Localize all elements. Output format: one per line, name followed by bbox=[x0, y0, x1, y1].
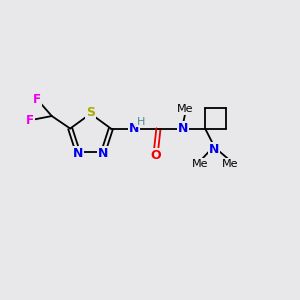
Text: N: N bbox=[178, 122, 188, 135]
Text: N: N bbox=[129, 122, 139, 135]
Text: Me: Me bbox=[191, 159, 208, 169]
Text: F: F bbox=[33, 93, 41, 106]
Text: O: O bbox=[151, 149, 161, 162]
Text: N: N bbox=[98, 147, 108, 160]
Text: S: S bbox=[86, 106, 95, 119]
Text: F: F bbox=[26, 114, 34, 127]
Text: N: N bbox=[73, 147, 83, 160]
Text: H: H bbox=[136, 117, 145, 127]
Text: N: N bbox=[209, 143, 219, 156]
Text: Me: Me bbox=[177, 104, 194, 114]
Text: Me: Me bbox=[222, 159, 238, 169]
